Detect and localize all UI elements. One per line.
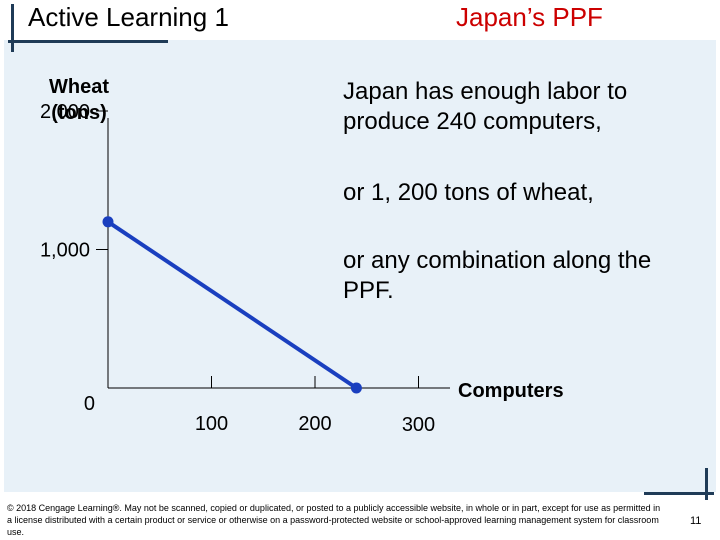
title-underline	[8, 40, 168, 43]
note-combination: or any combination along the PPF.	[343, 247, 652, 304]
y-tick-label: 2,000	[40, 101, 90, 123]
y-axis-label: Wheat (tons)	[40, 74, 118, 126]
y-axis-label-text: Wheat (tons)	[49, 76, 109, 124]
slide-subtitle: Japan’s PPF	[456, 2, 603, 32]
ppf-point	[350, 382, 362, 394]
x-axis-label: Computers	[458, 380, 564, 402]
slide-panel	[4, 40, 716, 492]
ppf-line	[106, 220, 358, 390]
note-labor: Japan has enough labor to produce 240 co…	[343, 78, 628, 135]
copyright-footer: © 2018 Cengage Learning®. May not be sca…	[7, 503, 661, 537]
corner-accent-line	[644, 492, 714, 495]
ppf-point	[102, 216, 114, 228]
corner-accent-bar	[705, 468, 708, 500]
x-tick-label: 200	[298, 413, 331, 435]
x-tick-label: 300	[402, 414, 435, 436]
x-tick-label: 100	[195, 413, 228, 435]
slide-title: Active Learning 1	[28, 2, 229, 32]
title-accent-bar	[11, 4, 14, 52]
note-wheat: or 1, 200 tons of wheat,	[343, 179, 594, 206]
y-tick-label: 0	[84, 393, 95, 415]
page-number: 11	[690, 515, 702, 527]
y-tick-label: 1,000	[40, 240, 90, 262]
